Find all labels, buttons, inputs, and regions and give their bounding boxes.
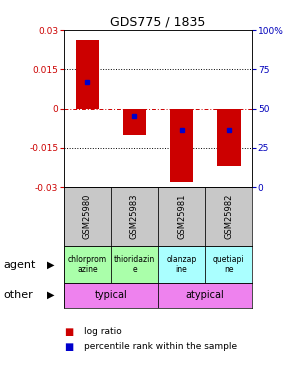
Title: GDS775 / 1835: GDS775 / 1835 (110, 16, 206, 29)
Bar (205, 187, 252, 246)
Bar (123, 109, 146, 135)
Text: ▶: ▶ (47, 260, 55, 270)
Text: ■: ■ (64, 327, 73, 337)
Bar (111, 187, 158, 246)
Bar (170, 109, 193, 182)
Bar (111, 246, 158, 283)
Text: atypical: atypical (186, 290, 224, 300)
Text: percentile rank within the sample: percentile rank within the sample (84, 342, 237, 351)
Bar (217, 109, 240, 166)
Text: GSM25983: GSM25983 (130, 194, 139, 239)
Bar (64, 187, 111, 246)
Text: ▶: ▶ (47, 290, 55, 300)
Text: olanzap
ine: olanzap ine (166, 255, 197, 274)
Text: chlorprom
azine: chlorprom azine (68, 255, 107, 274)
Text: typical: typical (95, 290, 127, 300)
Text: GSM25980: GSM25980 (83, 194, 92, 239)
Bar (205, 246, 252, 283)
Bar (64, 246, 111, 283)
Bar (158, 283, 252, 308)
Text: log ratio: log ratio (84, 327, 122, 336)
Text: agent: agent (3, 260, 35, 270)
Bar (76, 40, 99, 109)
Text: quetiapi
ne: quetiapi ne (213, 255, 244, 274)
Text: other: other (3, 290, 33, 300)
Text: GSM25982: GSM25982 (224, 194, 233, 239)
Bar (158, 246, 205, 283)
Bar (64, 283, 158, 308)
Text: thioridazin
e: thioridazin e (114, 255, 155, 274)
Text: ■: ■ (64, 342, 73, 352)
Text: GSM25981: GSM25981 (177, 194, 186, 239)
Bar (158, 187, 205, 246)
